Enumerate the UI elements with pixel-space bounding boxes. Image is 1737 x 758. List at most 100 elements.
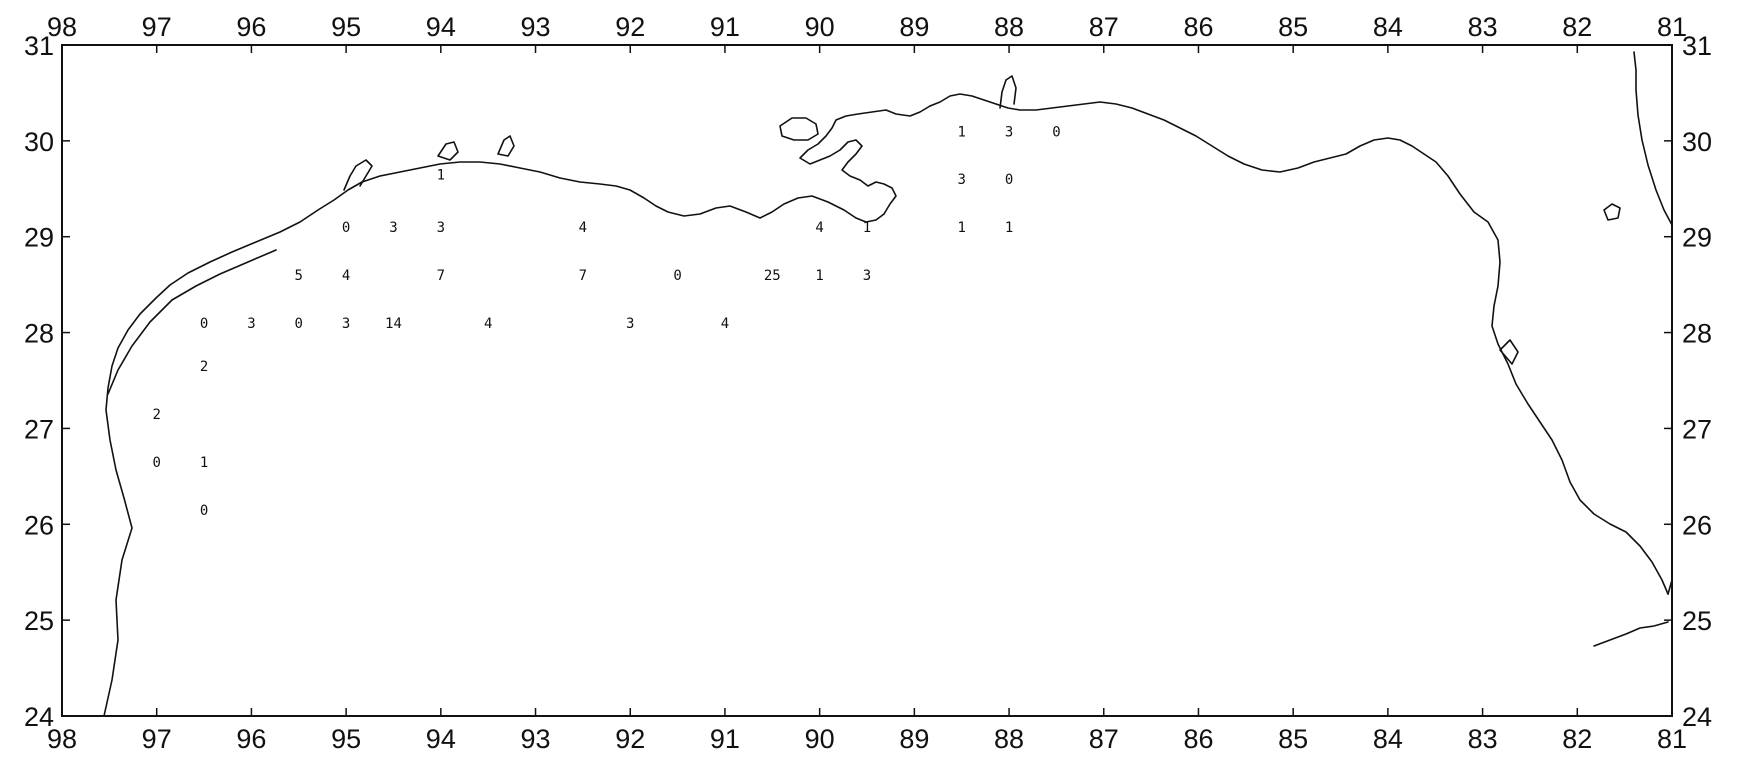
mobile-bay: [999, 75, 1017, 109]
longitude-label: 90: [805, 724, 835, 754]
latitude-label: 25: [24, 606, 54, 636]
latitude-labels-left: 31 30 29 28 27 26 25 24: [24, 31, 54, 732]
station-count-label: 0: [1052, 124, 1060, 140]
axis-ticks: [61, 44, 1673, 717]
station-count-label: 14: [385, 316, 402, 332]
station-count-label: 7: [579, 268, 587, 284]
station-count-label: 1: [1005, 220, 1013, 236]
longitude-label: 87: [1089, 12, 1119, 42]
longitude-label: 88: [994, 12, 1024, 42]
station-count-label: 1: [957, 220, 965, 236]
longitude-label: 90: [805, 12, 835, 42]
station-count-label: 4: [579, 220, 587, 236]
tampa-bay: [1499, 339, 1519, 365]
latitude-label: 25: [1682, 606, 1712, 636]
florida-keys: [1593, 621, 1669, 647]
longitude-label: 96: [236, 724, 266, 754]
latitude-label: 30: [24, 127, 54, 157]
calcasieu-lake: [497, 135, 515, 157]
station-count-label: 0: [342, 220, 350, 236]
latitude-label: 29: [1682, 223, 1712, 253]
station-count-label: 3: [626, 316, 634, 332]
longitude-label: 86: [1183, 12, 1213, 42]
station-count-label: 5: [295, 268, 303, 284]
station-count-label: 3: [389, 220, 397, 236]
longitude-label: 85: [1278, 12, 1308, 42]
longitude-label: 85: [1278, 724, 1308, 754]
longitude-label: 89: [899, 12, 929, 42]
coastline-mississippi-delta: [799, 105, 931, 215]
latitude-label: 28: [1682, 319, 1712, 349]
station-count-label: 1: [437, 167, 445, 183]
longitude-label: 93: [521, 724, 551, 754]
longitude-label: 98: [47, 12, 77, 42]
map-frame: [61, 44, 1673, 717]
station-count-label: 3: [863, 268, 871, 284]
longitude-label: 92: [615, 724, 645, 754]
station-count-label: 3: [1005, 124, 1013, 140]
station-count-label: 1: [863, 220, 871, 236]
station-count-label: 0: [1005, 172, 1013, 188]
coastline-texas-barrier-island: [107, 249, 277, 395]
lake-pontchartrain: [779, 117, 819, 141]
station-count-label: 0: [673, 268, 681, 284]
latitude-label: 30: [1682, 127, 1712, 157]
longitude-label: 82: [1562, 724, 1592, 754]
latitude-label: 26: [24, 510, 54, 540]
station-counts: 1 3 0 1 3 0 0 3 3 4 4 1 1 1 5 4 7 7 0 25 1 3 0 3 0 3 14 4 3 4 2 2 0 1 0: [152, 124, 1060, 519]
longitude-label: 89: [899, 724, 929, 754]
longitude-label: 81: [1657, 724, 1687, 754]
station-count-label: 1: [957, 124, 965, 140]
longitude-label: 82: [1562, 12, 1592, 42]
latitude-label: 27: [24, 414, 54, 444]
longitude-label: 94: [426, 12, 456, 42]
longitude-label: 91: [710, 724, 740, 754]
station-count-label: 0: [152, 455, 160, 471]
galveston-bay: [343, 159, 373, 191]
station-count-label: 7: [437, 268, 445, 284]
station-count-label: 0: [295, 316, 303, 332]
longitude-label: 83: [1468, 12, 1498, 42]
latitude-label: 24: [1682, 702, 1712, 732]
coastline: [103, 51, 1673, 717]
station-count-label: 2: [152, 407, 160, 423]
station-count-label: 0: [200, 503, 208, 519]
longitude-label: 98: [47, 724, 77, 754]
station-count-label: 3: [957, 172, 965, 188]
longitude-label: 94: [426, 724, 456, 754]
coastline-texas-louisiana: [103, 161, 885, 717]
coastline-gulf-states: [929, 93, 1669, 595]
station-count-label: 3: [247, 316, 255, 332]
station-count-label: 0: [200, 316, 208, 332]
station-count-label: 25: [764, 268, 781, 284]
longitude-label: 88: [994, 724, 1024, 754]
lake-okeechobee: [1603, 203, 1621, 221]
station-count-label: 3: [342, 316, 350, 332]
station-count-label: 4: [721, 316, 729, 332]
longitude-label: 96: [236, 12, 266, 42]
latitude-label: 27: [1682, 414, 1712, 444]
longitude-label: 84: [1373, 724, 1403, 754]
longitude-label: 97: [142, 724, 172, 754]
latitude-label: 31: [1682, 31, 1712, 61]
longitude-label: 91: [710, 12, 740, 42]
longitude-label: 87: [1089, 724, 1119, 754]
coastline-florida-east: [1633, 51, 1673, 595]
latitude-label: 26: [1682, 510, 1712, 540]
longitude-label: 95: [331, 12, 361, 42]
longitude-label: 92: [615, 12, 645, 42]
station-count-label: 2: [200, 359, 208, 375]
longitude-label: 97: [142, 12, 172, 42]
station-count-label: 4: [342, 268, 350, 284]
latitude-label: 31: [24, 31, 54, 61]
station-count-label: 4: [484, 316, 492, 332]
longitude-label: 93: [521, 12, 551, 42]
station-count-label: 1: [200, 455, 208, 471]
longitude-labels-top: 98 97 96 95 94 93 92 91 90 89 88 87 86 85 84 83 82 81: [47, 12, 1687, 42]
station-count-label: 3: [437, 220, 445, 236]
station-count-label: 4: [815, 220, 823, 236]
longitude-label: 95: [331, 724, 361, 754]
longitude-label: 86: [1183, 724, 1213, 754]
latitude-label: 28: [24, 319, 54, 349]
